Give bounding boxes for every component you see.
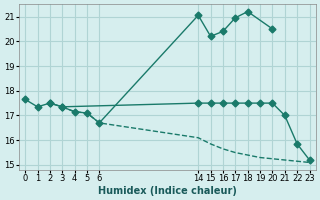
X-axis label: Humidex (Indice chaleur): Humidex (Indice chaleur) bbox=[98, 186, 237, 196]
